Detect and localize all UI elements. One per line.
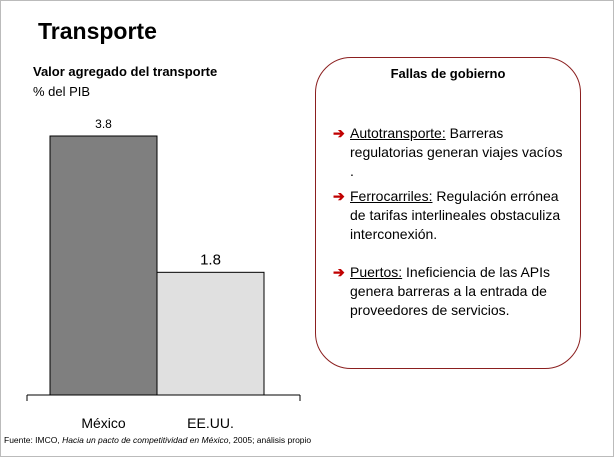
panel-item: ➔ Puertos: Ineficiencia de las APIs gener… [333,263,565,320]
source-note: Fuente: IMCO, Hacia un pacto de competit… [4,435,311,445]
bullet-arrow: ➔ [333,264,345,280]
value-label: 1.8 [200,251,221,268]
chart-title: Valor agregado del transporte [33,64,218,79]
chart-subtitle: % del PIB [33,84,91,99]
item-heading: Ferrocarriles: [350,188,433,204]
panel-title: Fallas de gobierno [390,66,506,81]
source-suffix: , 2005; análisis propio [228,435,312,445]
panel-item: ➔ Ferrocarriles: Regulación errónea de ta… [333,187,565,244]
source-prefix: Fuente: IMCO, [4,435,60,445]
x-tick-label: EE.UU. [187,415,234,431]
item-heading: Puertos: [350,264,403,280]
item-heading: Autotransporte: [350,125,446,141]
item-text: Barreras regulatorias generan viajes vac… [350,125,563,179]
bar [156,271,265,396]
value-label: 3.8 [95,117,112,131]
item-text: Ineficiencia de las APIs genera barreras… [350,264,551,318]
source-work: Hacia un pacto de competitividad en Méxi… [62,435,229,445]
bullet-arrow: ➔ [333,188,345,204]
bullet-arrow: ➔ [333,125,345,141]
x-tick-label: México [81,415,126,431]
panel-item: ➔ Autotransporte: Barreras regulatorias g… [333,124,565,181]
item-text: Regulación errónea de tarifas interlinea… [350,188,561,242]
slide-title: Transporte [38,18,157,44]
panel-box [315,57,581,369]
bar [49,135,158,396]
